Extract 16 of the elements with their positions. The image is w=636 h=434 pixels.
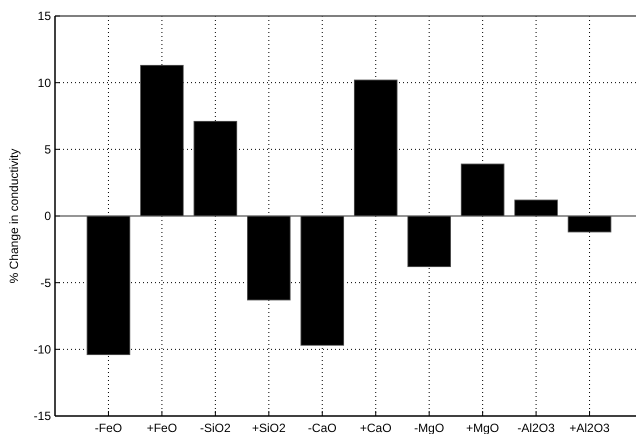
x-tick-label: -FeO [94,421,122,434]
y-tick-label: -15 [34,409,52,424]
x-tick-label: +SiO2 [252,421,286,434]
x-tick-label: -SiO2 [200,421,232,434]
y-tick-label: 0 [44,209,52,224]
y-tick-label: 5 [44,142,52,157]
x-tick-label: +FeO [146,421,178,434]
x-tick-label: -Al2O3 [517,421,556,434]
y-tick-label: 15 [38,9,52,24]
y-tick-label: -5 [40,276,52,290]
y-tick-label: 10 [38,76,52,90]
x-tick-label: -CaO [308,421,337,434]
x-tick-label: +CaO [360,421,392,434]
y-tick-label: -10 [34,342,52,357]
x-tick-label: +Al2O3 [569,421,610,434]
y-axis-title: % Change in conductivity [7,148,21,284]
